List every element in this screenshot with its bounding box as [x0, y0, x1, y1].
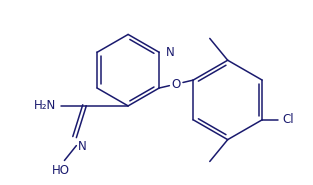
- Text: H₂N: H₂N: [34, 99, 56, 112]
- Text: N: N: [166, 46, 175, 59]
- Text: Cl: Cl: [282, 113, 294, 126]
- Text: HO: HO: [51, 164, 69, 177]
- Text: N: N: [78, 140, 87, 153]
- Text: O: O: [172, 78, 181, 91]
